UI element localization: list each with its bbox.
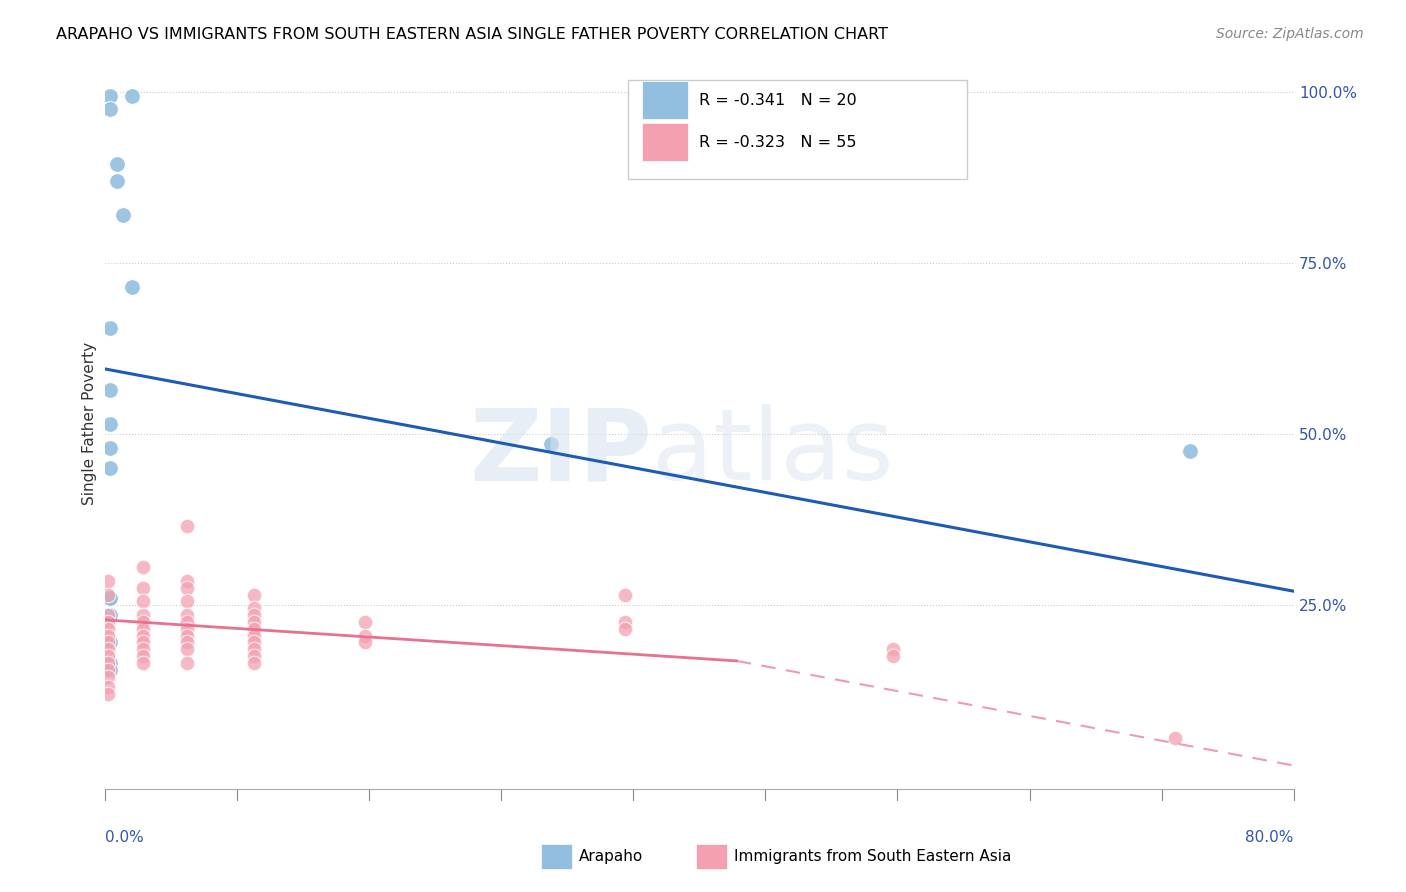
Point <box>98 591 121 605</box>
Point <box>131 594 153 608</box>
Point <box>97 574 120 588</box>
Point <box>98 663 121 677</box>
Point <box>243 649 266 664</box>
Point <box>97 687 120 701</box>
Point <box>354 629 377 643</box>
Point <box>176 574 198 588</box>
Point <box>614 615 637 629</box>
Text: R = -0.323   N = 55: R = -0.323 N = 55 <box>700 135 858 150</box>
Point <box>97 615 120 629</box>
Text: ZIP: ZIP <box>470 404 652 501</box>
Text: 0.0%: 0.0% <box>105 830 145 845</box>
Point <box>131 649 153 664</box>
Point <box>131 581 153 595</box>
Text: Arapaho: Arapaho <box>579 849 644 863</box>
Point <box>98 608 121 623</box>
Point <box>354 615 377 629</box>
Point <box>98 461 121 475</box>
Point <box>176 635 198 649</box>
Point <box>1164 731 1187 746</box>
Point <box>243 608 266 623</box>
Point <box>131 642 153 657</box>
Text: 80.0%: 80.0% <box>1246 830 1294 845</box>
Point <box>243 629 266 643</box>
Text: ARAPAHO VS IMMIGRANTS FROM SOUTH EASTERN ASIA SINGLE FATHER POVERTY CORRELATION : ARAPAHO VS IMMIGRANTS FROM SOUTH EASTERN… <box>56 27 889 42</box>
FancyBboxPatch shape <box>643 123 688 161</box>
Point <box>176 629 198 643</box>
Point <box>354 635 377 649</box>
Point <box>97 642 120 657</box>
Point <box>98 635 121 649</box>
FancyBboxPatch shape <box>628 80 967 178</box>
Point <box>131 560 153 574</box>
Point <box>176 615 198 629</box>
Point <box>176 642 198 657</box>
Point <box>97 608 120 623</box>
Point <box>243 588 266 602</box>
Point <box>98 417 121 431</box>
Point <box>882 642 904 657</box>
Point <box>176 608 198 623</box>
FancyBboxPatch shape <box>643 81 688 120</box>
Text: atlas: atlas <box>652 404 894 501</box>
Point <box>614 588 637 602</box>
Point <box>97 670 120 684</box>
Point <box>97 622 120 636</box>
Point <box>97 656 120 670</box>
Point <box>97 588 120 602</box>
Y-axis label: Single Father Poverty: Single Father Poverty <box>82 343 97 505</box>
Point <box>97 629 120 643</box>
Text: Immigrants from South Eastern Asia: Immigrants from South Eastern Asia <box>734 849 1011 863</box>
Point <box>176 594 198 608</box>
Point <box>243 615 266 629</box>
Point <box>131 635 153 649</box>
Point <box>882 649 904 664</box>
Point <box>243 656 266 670</box>
Point <box>98 591 121 605</box>
Point <box>98 321 121 335</box>
Text: Source: ZipAtlas.com: Source: ZipAtlas.com <box>1216 27 1364 41</box>
Point <box>98 102 121 116</box>
Text: R = -0.341   N = 20: R = -0.341 N = 20 <box>700 93 858 108</box>
Point <box>243 601 266 615</box>
Point <box>243 622 266 636</box>
Point <box>1178 444 1201 458</box>
Point <box>105 157 128 171</box>
Point <box>98 383 121 397</box>
Point <box>176 519 198 533</box>
Point <box>176 656 198 670</box>
Point <box>176 622 198 636</box>
Point <box>112 208 135 222</box>
Point <box>131 622 153 636</box>
Point <box>176 581 198 595</box>
Point <box>131 615 153 629</box>
Point <box>614 622 637 636</box>
Point <box>98 656 121 670</box>
Point <box>121 280 143 294</box>
Point <box>97 663 120 677</box>
Point <box>131 656 153 670</box>
Point <box>97 649 120 664</box>
Point <box>98 88 121 103</box>
Point <box>540 437 562 451</box>
Point <box>98 441 121 455</box>
Point <box>131 608 153 623</box>
Point <box>105 174 128 188</box>
Point <box>97 635 120 649</box>
Point <box>121 88 143 103</box>
Point <box>243 635 266 649</box>
Point <box>97 680 120 694</box>
Point <box>131 629 153 643</box>
Point <box>243 642 266 657</box>
